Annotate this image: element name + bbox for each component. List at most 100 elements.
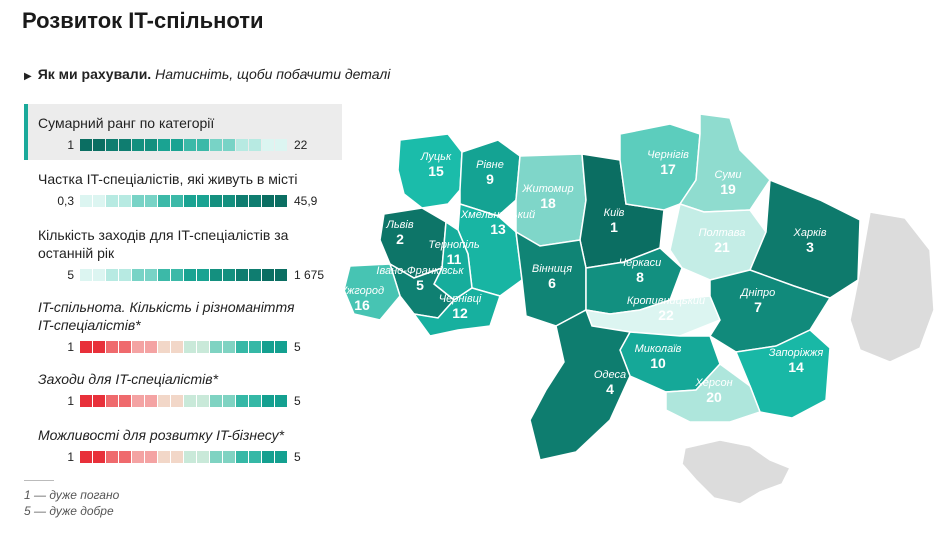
region-name: Київ [604, 207, 625, 219]
page-title: Розвиток IT-спільноти [22, 8, 264, 33]
legend-swatch [145, 139, 157, 151]
legend-swatch [184, 139, 196, 151]
legend-swatch [236, 195, 248, 207]
legend-swatch [119, 269, 131, 281]
region-name: Івано-Франківськ [376, 265, 464, 277]
region-rank: 3 [806, 239, 814, 255]
legend-swatch [132, 195, 144, 207]
legend-swatch [184, 195, 196, 207]
legend-swatch [275, 195, 287, 207]
legend-swatch [236, 451, 248, 463]
legend-swatch [171, 269, 183, 281]
legend-max: 5 [294, 340, 301, 354]
region-name: Тернопіль [428, 239, 479, 251]
region-rank: 8 [636, 269, 644, 285]
legend-swatch [80, 139, 92, 151]
region-15[interactable] [343, 263, 401, 321]
legend-swatch [184, 269, 196, 281]
region-2[interactable] [459, 139, 521, 217]
region-rank: 21 [714, 239, 730, 255]
legend-swatch [132, 269, 144, 281]
region-20[interactable] [529, 308, 632, 461]
legend-color-scale [80, 451, 288, 463]
legend-swatch [93, 195, 105, 207]
legend-swatch [262, 395, 274, 407]
legend-color-scale [80, 195, 288, 207]
legend-swatch [106, 139, 118, 151]
legend-min: 5 [67, 268, 74, 282]
region-1[interactable] [397, 133, 463, 209]
legend-swatch [236, 269, 248, 281]
legend-label: Сумарний ранг по категорії [38, 115, 215, 131]
legend-swatch [158, 395, 170, 407]
legend-item-total-rank[interactable]: Сумарний ранг по категорії 1 22 [24, 104, 342, 160]
region-16[interactable] [412, 287, 501, 337]
legend-min: 1 [67, 450, 74, 464]
legend-swatch [145, 341, 157, 353]
legend-swatch [119, 341, 131, 353]
legend-swatch [171, 139, 183, 151]
legend-swatch [93, 395, 105, 407]
legend-color-scale [80, 139, 288, 151]
legend-swatch [132, 139, 144, 151]
legend-swatch [249, 451, 261, 463]
region-name: Запоріжжя [769, 347, 824, 359]
region-22[interactable] [665, 362, 761, 423]
legend-swatch [171, 395, 183, 407]
legend-swatch [210, 195, 222, 207]
region-rank: 2 [396, 231, 404, 247]
region-rank: 6 [548, 275, 556, 291]
legend-swatch [249, 395, 261, 407]
legend-max: 22 [294, 138, 308, 152]
methodology-toggle[interactable]: ▶ Як ми рахували. Натисніть, щоби побачит… [24, 66, 390, 82]
region-name: Черкаси [619, 257, 662, 269]
legend-max: 1 675 [294, 268, 325, 282]
legend-swatch [249, 139, 261, 151]
legend-swatch [197, 139, 209, 151]
legend-min: 1 [67, 138, 74, 152]
region-name: Чернігів [647, 149, 689, 161]
region-name: Чернівці [439, 293, 482, 305]
region-name: Полтава [699, 227, 746, 239]
legend-swatch [262, 451, 274, 463]
region-name: Херсон [694, 377, 732, 389]
legend-item-events-count[interactable]: Кількість заходів для IT-спеціалістів за… [24, 226, 338, 282]
legend-swatch [223, 341, 235, 353]
legend-label: Можливості для розвитку IT-бізнесу* [38, 427, 285, 443]
legend-swatch [158, 139, 170, 151]
region-name: Кропивницький [627, 295, 705, 307]
legend-item-business-opportunities[interactable]: Можливості для розвитку IT-бізнесу* 1 5 [24, 426, 338, 464]
region-name: Ужгород [339, 285, 384, 297]
region-rank: 15 [428, 163, 444, 179]
legend-swatch [119, 139, 131, 151]
legend-item-it-share[interactable]: Частка IT-спеціалістів, які живуть в міс… [24, 170, 338, 208]
legend-swatch [249, 341, 261, 353]
footnote-line: 5 — дуже добре [24, 504, 114, 518]
legend-swatch [197, 341, 209, 353]
legend-item-it-community[interactable]: IT-спільнота. Кількість і різноманіття I… [24, 298, 338, 354]
legend-swatch [158, 195, 170, 207]
legend-swatch [262, 341, 274, 353]
legend-swatch [106, 395, 118, 407]
legend-swatch [223, 395, 235, 407]
legend-swatch [210, 341, 222, 353]
legend-label: Кількість заходів для IT-спеціалістів за… [38, 227, 289, 261]
legend-max: 5 [294, 450, 301, 464]
region-rank: 13 [490, 221, 506, 237]
region-rank: 11 [447, 251, 462, 267]
footnote-line: 1 — дуже погано [24, 488, 120, 502]
region-rank: 20 [706, 389, 722, 405]
legend-swatch [132, 341, 144, 353]
gray-land-east [849, 211, 935, 363]
legend-label: IT-спільнота. Кількість і різноманіття I… [38, 299, 295, 333]
legend-label: Заходи для IT-спеціалістів* [38, 371, 219, 387]
legend-swatch [249, 195, 261, 207]
legend-swatch [145, 195, 157, 207]
legend-swatch [275, 341, 287, 353]
region-name: Рівне [476, 159, 504, 171]
legend-swatch [210, 451, 222, 463]
region-rank: 9 [486, 171, 494, 187]
legend-swatch [158, 269, 170, 281]
legend-item-events-rating[interactable]: Заходи для IT-спеціалістів* 1 5 [24, 370, 338, 408]
